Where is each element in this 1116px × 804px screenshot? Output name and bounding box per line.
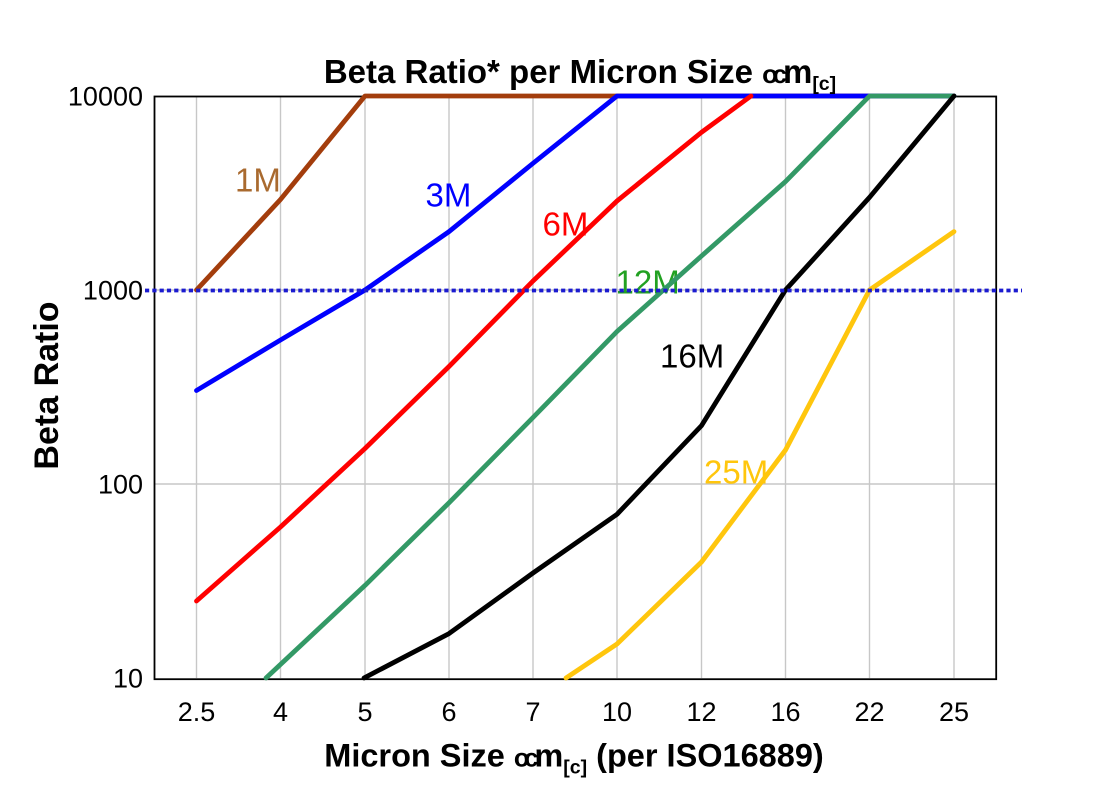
svg-text:10000: 10000	[68, 82, 143, 112]
svg-text:6: 6	[441, 697, 456, 727]
svg-text:16M: 16M	[660, 338, 724, 375]
svg-text:16: 16	[770, 697, 800, 727]
svg-text:12: 12	[686, 697, 716, 727]
svg-text:Beta Ratio* per Micron Size oc: Beta Ratio* per Micron Size ocm[c]	[324, 53, 836, 95]
svg-text:1M: 1M	[235, 161, 281, 198]
svg-text:100: 100	[98, 470, 143, 500]
svg-text:1000: 1000	[83, 276, 143, 306]
svg-text:10: 10	[602, 697, 632, 727]
svg-text:Beta Ratio: Beta Ratio	[28, 301, 66, 469]
svg-text:10: 10	[113, 664, 143, 694]
svg-text:3M: 3M	[426, 177, 472, 214]
svg-text:5: 5	[357, 697, 372, 727]
svg-text:22: 22	[854, 697, 884, 727]
svg-text:2.5: 2.5	[178, 697, 216, 727]
svg-text:25: 25	[939, 697, 969, 727]
svg-text:7: 7	[525, 697, 540, 727]
svg-text:4: 4	[273, 697, 288, 727]
